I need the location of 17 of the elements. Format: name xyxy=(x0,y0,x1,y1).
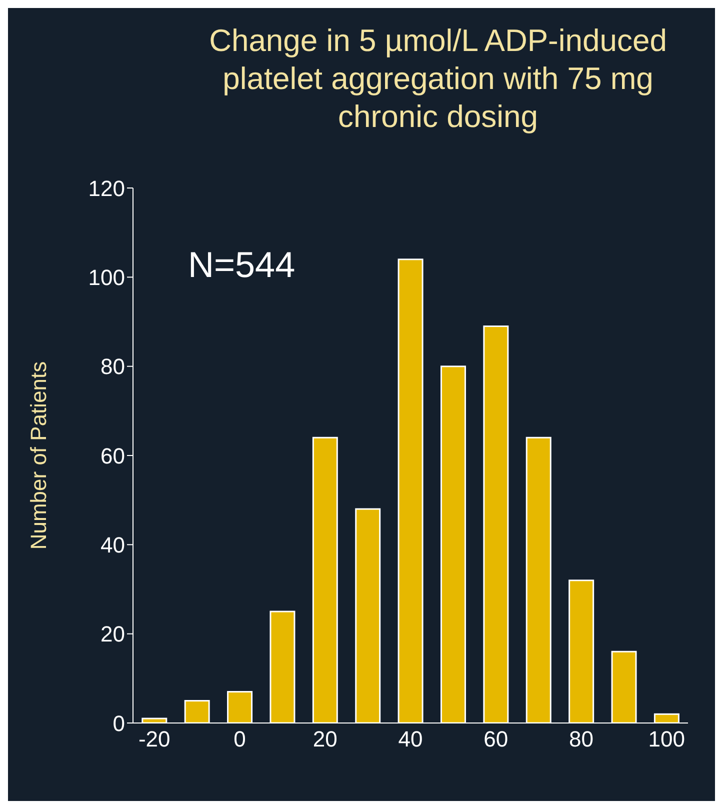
y-tick-label: 40 xyxy=(100,532,125,558)
x-tick-label: 40 xyxy=(398,726,423,752)
x-tick-label: 0 xyxy=(234,726,246,752)
x-tick-label: 20 xyxy=(312,726,338,752)
chart-title: Change in 5 µmol/L ADP-induced platelet aggregation with 75 mg chronic dosing xyxy=(208,22,668,136)
y-tick-label: 120 xyxy=(88,176,125,201)
y-tick-label: 60 xyxy=(100,443,125,468)
annotation: N=544 xyxy=(188,244,296,286)
y-tick-label: 100 xyxy=(88,264,125,290)
x-tick-label: 100 xyxy=(648,726,686,752)
y-tick-label: 0 xyxy=(112,710,125,736)
y-tick-label: 80 xyxy=(100,354,125,380)
x-tick-label: 60 xyxy=(484,726,508,752)
y-tick-label: 20 xyxy=(100,622,125,647)
y-axis-title: Number of Patients xyxy=(26,361,51,550)
x-tick-label: -20 xyxy=(138,726,170,752)
x-tick-label: 80 xyxy=(569,726,594,752)
